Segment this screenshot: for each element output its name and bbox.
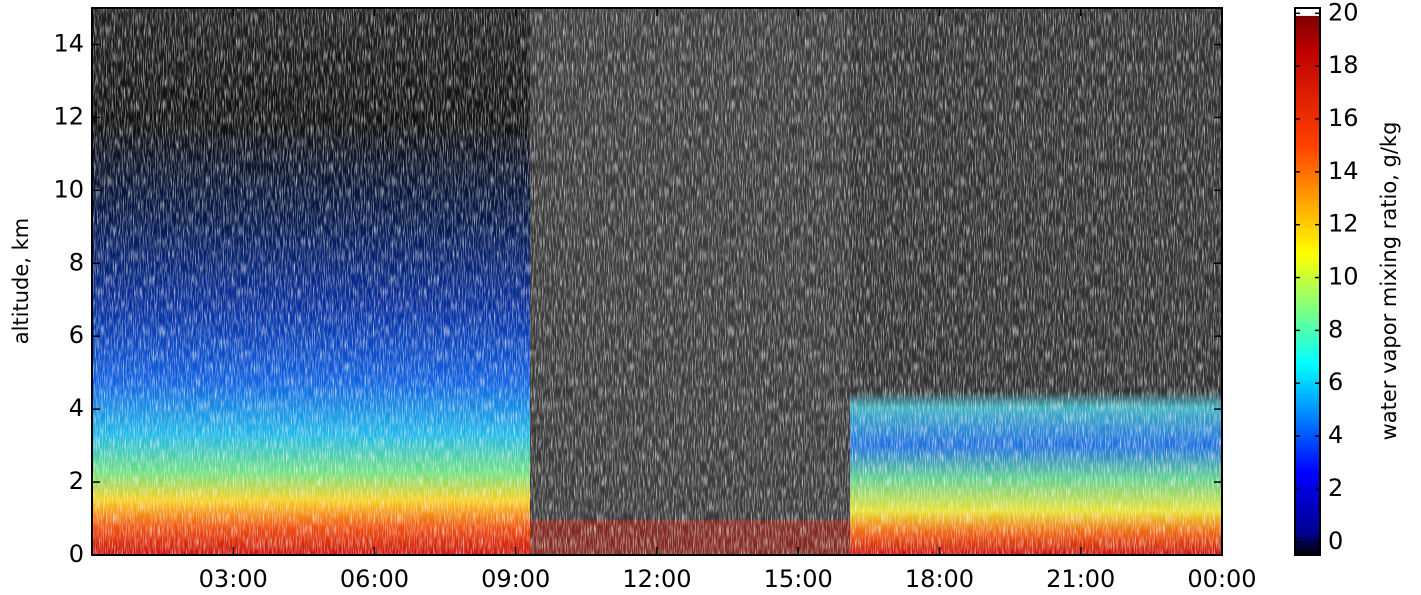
y-tick-label: 4 [69, 394, 84, 422]
colorbar-label: water vapor mixing ratio, g/kg [1377, 122, 1401, 441]
x-tick-label: 21:00 [1046, 565, 1115, 593]
x-tick-label: 15:00 [764, 565, 833, 593]
x-tick-label: 06:00 [340, 565, 409, 593]
y-tick-label: 6 [69, 321, 84, 349]
y-tick-label: 14 [53, 29, 84, 57]
x-tick-label: 03:00 [199, 565, 268, 593]
colorbar-tick-label: 4 [1328, 421, 1343, 449]
colorbar-tick-label: 14 [1328, 157, 1359, 185]
y-tick-label: 10 [53, 175, 84, 203]
colorbar-tick-label: 12 [1328, 210, 1359, 238]
colorbar-tick-label: 18 [1328, 51, 1359, 79]
y-tick-label: 2 [69, 467, 84, 495]
heatmap-image [92, 8, 1222, 555]
y-tick-label: 0 [69, 540, 84, 568]
y-tick-label: 12 [53, 102, 84, 130]
colorbar-tick-label: 6 [1328, 368, 1343, 396]
x-tick-label: 09:00 [481, 565, 550, 593]
x-tick-label: 18:00 [905, 565, 974, 593]
y-tick-label: 8 [69, 248, 84, 276]
x-tick-label: 00:00 [1187, 565, 1256, 593]
colorbar-tick-label: 0 [1328, 527, 1343, 555]
colorbar-tick-label: 2 [1328, 474, 1343, 502]
y-axis-label: altitude, km [9, 218, 33, 345]
colorbar-tick-label: 16 [1328, 104, 1359, 132]
colorbar [1294, 7, 1321, 556]
colorbar-tick-label: 10 [1328, 263, 1359, 291]
colorbar-tick-label: 20 [1328, 0, 1359, 26]
x-tick-label: 12:00 [622, 565, 691, 593]
colorbar-tick-label: 8 [1328, 315, 1343, 343]
